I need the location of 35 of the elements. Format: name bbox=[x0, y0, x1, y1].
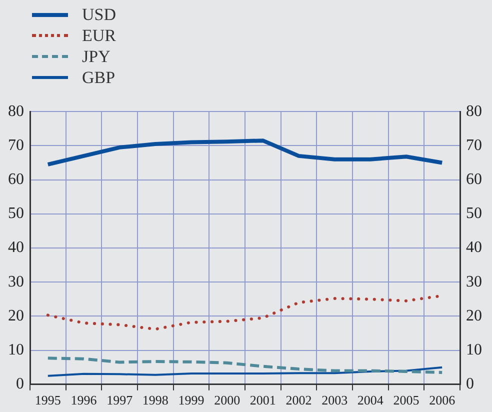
x-tick-label: 2003 bbox=[322, 392, 348, 408]
legend-label: USD bbox=[82, 4, 116, 24]
y-tick-label: 60 bbox=[8, 171, 24, 188]
y2-tick-label: 30 bbox=[466, 273, 482, 290]
x-tick-label: 1998 bbox=[142, 392, 168, 408]
y2-tick-label: 40 bbox=[466, 239, 482, 256]
y-tick-label: 10 bbox=[8, 342, 24, 359]
y2-tick-label: 60 bbox=[466, 171, 482, 188]
x-tick-label: 1995 bbox=[34, 392, 61, 408]
x-tick-label: 2006 bbox=[429, 392, 456, 408]
y-tick-label: 20 bbox=[8, 307, 24, 324]
y-tick-label: 70 bbox=[8, 136, 24, 154]
x-tick-label: 2004 bbox=[357, 392, 384, 408]
legend-label: EUR bbox=[82, 26, 116, 46]
y2-tick-label: 0 bbox=[466, 376, 474, 393]
x-tick-label: 2000 bbox=[214, 392, 240, 408]
x-tick-label: 1996 bbox=[70, 392, 98, 408]
line-series bbox=[46, 356, 444, 374]
y2-tick-label: 50 bbox=[466, 205, 482, 222]
x-tick-label: 2005 bbox=[393, 392, 420, 408]
y-tick-label: 0 bbox=[16, 376, 24, 393]
x-tick-label: 1997 bbox=[106, 392, 134, 408]
y2-tick-label: 80 bbox=[466, 102, 482, 120]
legend-label: JPY bbox=[82, 46, 110, 66]
x-tick-label: 2002 bbox=[286, 392, 312, 408]
y-tick-label: 80 bbox=[8, 102, 24, 120]
legend-label: GBP bbox=[82, 68, 116, 88]
y-tick-label: 40 bbox=[8, 239, 24, 256]
y-tick-label: 50 bbox=[8, 205, 24, 222]
y-tick-label: 30 bbox=[8, 273, 24, 290]
y2-tick-label: 20 bbox=[466, 307, 482, 324]
x-tick-label: 1999 bbox=[178, 392, 204, 408]
y2-tick-label: 10 bbox=[466, 342, 482, 359]
y2-tick-label: 70 bbox=[466, 136, 482, 154]
x-tick-label: 2001 bbox=[250, 392, 276, 408]
